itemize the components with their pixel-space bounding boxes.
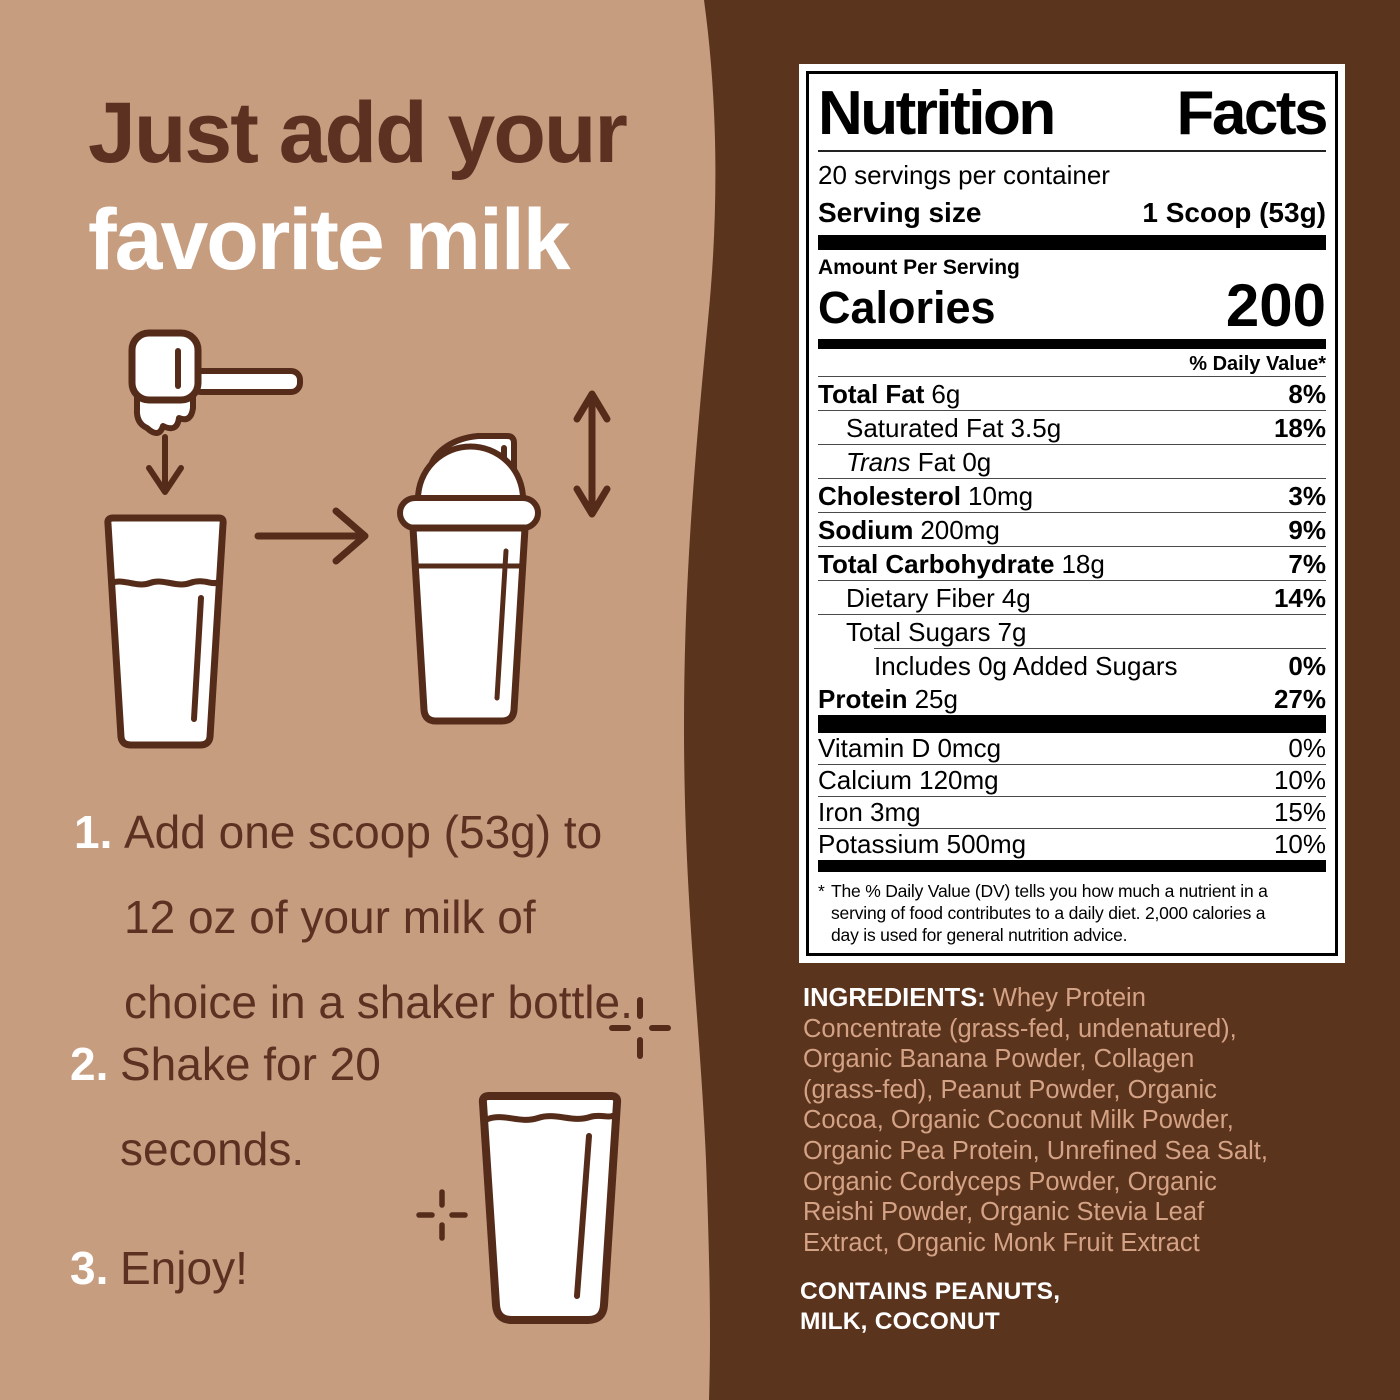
step-number: 1. — [74, 806, 113, 858]
serving-size-row: Serving size 1 Scoop (53g) — [818, 197, 1326, 228]
divider — [818, 410, 1326, 411]
headline-line1: Just add your — [88, 85, 628, 181]
vitamin-row: Vitamin D 0mcg 0% — [818, 733, 1326, 763]
nutrient-row: Total Fat 6g 8% — [818, 379, 1326, 409]
thick-bar — [818, 235, 1326, 250]
step-3: 3. Enjoy! — [70, 1226, 248, 1311]
step-number: 2. — [70, 1038, 109, 1090]
servings-per-container: 20 servings per container — [818, 160, 1110, 190]
nutrient-row: Saturated Fat 3.5g 18% — [846, 413, 1326, 443]
step-1: 1. Add one scoop (53g) to 12 oz of your … — [74, 790, 633, 1045]
divider — [818, 444, 1326, 445]
sparkle-icon — [609, 997, 671, 1059]
divider — [818, 478, 1326, 479]
step-text: Add one scoop (53g) to 12 oz of your mil… — [124, 806, 633, 1028]
nutrient-row: Dietary Fiber 4g 14% — [846, 583, 1326, 613]
divider — [818, 150, 1326, 152]
nutrition-facts-title: Nutrition Facts — [818, 79, 1329, 148]
ingredients-label: INGREDIENTS: — [803, 984, 993, 1012]
divider — [818, 828, 1326, 829]
divider — [818, 512, 1326, 513]
step-text: Enjoy! — [120, 1242, 248, 1294]
vitamin-row: Potassium 500mg 10% — [818, 829, 1326, 859]
divider — [818, 796, 1326, 797]
amount-per-serving: Amount Per Serving — [818, 256, 1020, 279]
thick-bar — [818, 860, 1326, 872]
ingredients-list: INGREDIENTS: Whey Protein Concentrate (g… — [803, 984, 1268, 1257]
thick-bar — [818, 339, 1326, 349]
sparkle-icon — [416, 1189, 468, 1241]
calories-row: Calories 200 — [818, 272, 1326, 339]
calories-value: 200 — [1225, 272, 1326, 339]
nutrient-row: Includes 0g Added Sugars 0% — [874, 651, 1326, 681]
nutrient-row: Cholesterol 10mg 3% — [818, 481, 1326, 511]
daily-value-header: % Daily Value* — [1189, 353, 1326, 375]
divider — [874, 648, 1326, 649]
down-arrow-icon — [146, 434, 184, 495]
nutrition-facts-label: Nutrition Facts 20 servings per containe… — [799, 64, 1345, 963]
divider — [818, 764, 1326, 765]
nutrient-row: Trans Fat 0g — [846, 447, 992, 477]
nutrient-row: Total Sugars 7g — [846, 617, 1027, 647]
milk-glass-icon — [104, 514, 227, 749]
nutrient-row: Sodium 200mg 9% — [818, 515, 1326, 545]
headline: Just add your favorite milk — [88, 80, 628, 294]
vitamin-row: Iron 3mg 15% — [818, 797, 1326, 827]
allergen-statement: CONTAINS PEANUTS, MILK, COCONUT — [800, 1278, 1061, 1335]
divider — [818, 376, 1326, 377]
nutrient-row: Protein 25g 27% — [818, 684, 1326, 714]
divider — [818, 546, 1326, 547]
vitamin-row: Calcium 120mg 10% — [818, 765, 1326, 795]
step-number: 3. — [70, 1242, 109, 1294]
divider — [818, 580, 1326, 581]
headline-line2: favorite milk — [88, 192, 571, 288]
step-2: 2. Shake for 20 seconds. — [70, 1022, 381, 1192]
daily-value-footnote: * The % Daily Value (DV) tells you how m… — [818, 881, 1268, 945]
nutrient-row: Total Carbohydrate 18g 7% — [818, 549, 1326, 579]
shake-arrows-icon — [573, 390, 611, 518]
nutrition-facts-border: Nutrition Facts 20 servings per containe… — [806, 71, 1338, 956]
glass-icon — [478, 1092, 622, 1324]
thick-bar — [818, 715, 1326, 733]
step-text: Shake for 20 seconds. — [120, 1038, 381, 1175]
divider — [818, 614, 1326, 615]
shaker-bottle-icon — [397, 433, 541, 725]
right-arrow-icon — [254, 507, 369, 565]
scoop-icon — [128, 329, 303, 436]
